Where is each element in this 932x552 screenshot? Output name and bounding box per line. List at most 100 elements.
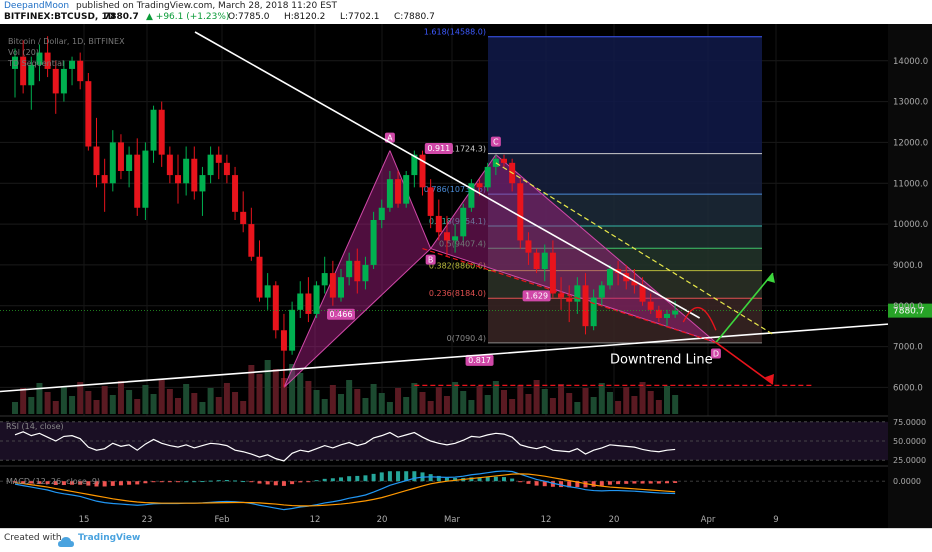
- macd-histogram-bar: [13, 481, 17, 483]
- macd-histogram-bar: [493, 476, 498, 482]
- price-tick-label: 11000.0: [893, 179, 928, 189]
- pattern-ratio-label: 1.629: [525, 291, 548, 300]
- volume-bar: [509, 399, 516, 414]
- candle-body: [150, 109, 157, 151]
- volume-bar: [240, 401, 247, 414]
- macd-histogram-bar: [518, 481, 523, 483]
- volume-bar: [101, 386, 108, 414]
- volume-bar: [142, 385, 149, 414]
- macd-histogram-bar: [339, 477, 343, 482]
- volume-bar: [549, 398, 556, 414]
- volume-bar: [370, 384, 377, 414]
- volume-bar: [256, 374, 263, 414]
- macd-histogram-bar: [21, 481, 26, 484]
- macd-histogram-bar: [404, 471, 409, 482]
- macd-histogram-bar: [224, 480, 229, 482]
- candle-body: [476, 183, 483, 188]
- volume-bar: [590, 397, 597, 414]
- candle-body: [191, 158, 198, 192]
- candle-body: [256, 256, 263, 298]
- pattern-point-label: A: [387, 134, 393, 143]
- volume-bar: [566, 393, 573, 414]
- candle-body: [305, 293, 312, 314]
- fib-level-label: 0.382(8860.6): [429, 262, 486, 271]
- macd-histogram-bar: [273, 481, 278, 486]
- volume-bar: [69, 396, 76, 414]
- macd-histogram-bar: [477, 477, 482, 482]
- candle-body: [248, 224, 255, 257]
- fib-zone-band: [488, 225, 762, 249]
- price-tick-label: 7000.0: [893, 343, 923, 353]
- macd-histogram-bar: [322, 478, 327, 482]
- volume-bar: [321, 399, 328, 414]
- candle-body: [525, 240, 532, 253]
- volume-bars: [12, 360, 679, 414]
- volume-bar: [655, 400, 662, 414]
- volume-bar: [248, 365, 255, 414]
- macd-histogram-bar: [379, 472, 384, 482]
- macd-histogram-bar: [632, 481, 637, 484]
- candle-body: [533, 252, 540, 269]
- candle-body: [28, 64, 35, 86]
- candle-body: [468, 183, 475, 208]
- footer: Created with TradingView: [0, 528, 932, 551]
- fib-zone-band: [488, 248, 762, 271]
- time-tick-label: 9: [773, 515, 778, 525]
- macd-histogram-bar: [371, 473, 376, 482]
- macd-histogram-bar: [53, 481, 58, 486]
- macd-histogram-bar: [330, 478, 335, 482]
- volume-bar: [117, 381, 124, 414]
- macd-histogram-bar: [673, 481, 678, 483]
- macd-histogram-bar: [78, 481, 83, 485]
- macd-histogram-bar: [216, 480, 221, 482]
- volume-bar: [338, 394, 344, 414]
- macd-histogram-bar: [118, 481, 123, 486]
- low-value: L:7702.1: [340, 12, 380, 22]
- uptrend-support-line: [0, 323, 889, 393]
- volume-bar: [598, 383, 605, 414]
- rsi-label: RSI (14, close): [6, 422, 64, 431]
- candle-body: [370, 220, 377, 265]
- macd-histogram-bar: [200, 481, 205, 483]
- candle-body: [639, 285, 646, 302]
- macd-histogram-bar: [94, 481, 99, 487]
- pattern-leg: [389, 150, 432, 249]
- price-chart[interactable]: 1.618(14588.0) 1(11724.3) 0.786(10732.6) 0.…: [0, 24, 932, 528]
- author-name[interactable]: DeepandMoon: [4, 1, 70, 11]
- volume-bar: [378, 393, 385, 414]
- candle-body: [346, 260, 353, 278]
- macd-histogram-bar: [510, 478, 515, 482]
- macd-histogram-bar: [396, 471, 401, 482]
- candle-body: [109, 142, 116, 184]
- macd-histogram-bar: [453, 477, 458, 482]
- volume-bar: [85, 391, 92, 414]
- volume-bar: [264, 360, 271, 414]
- candle-body: [443, 232, 450, 241]
- volume-bar: [313, 390, 320, 414]
- candle-body: [199, 175, 206, 192]
- candle-body: [672, 310, 679, 315]
- time-axis-labels: 15 23 Feb 12 20 Mar 12 20 Apr 9: [79, 515, 779, 525]
- candle-body: [664, 313, 670, 318]
- macd-histogram-bar: [143, 481, 148, 484]
- macd-histogram-bar: [599, 481, 604, 486]
- open-value: O:7785.0: [228, 12, 270, 22]
- candle-body: [215, 154, 222, 163]
- candle-body: [240, 211, 247, 225]
- legend-volume: Vol (20): [8, 48, 39, 57]
- volume-bar: [517, 385, 524, 414]
- pattern-point-box: [384, 132, 395, 143]
- macd-histogram-bar: [656, 481, 661, 484]
- current-price-text: 7880.7: [893, 307, 925, 317]
- pattern-leg: [283, 150, 391, 388]
- macd-histogram-bar: [298, 481, 303, 483]
- macd-histogram-bar: [616, 481, 621, 485]
- candle-body: [183, 158, 190, 184]
- volume-bar: [109, 395, 116, 414]
- macd-histogram-bar: [502, 477, 506, 482]
- time-tick-label: Apr: [701, 515, 716, 525]
- macd-label: MACD (12, 26, close, 9): [6, 477, 100, 486]
- legend-symbol: Bitcoin / Dollar, 1D, BITFINEX: [8, 37, 125, 46]
- volume-bar: [134, 399, 141, 414]
- tradingview-brand[interactable]: TradingView: [78, 533, 141, 543]
